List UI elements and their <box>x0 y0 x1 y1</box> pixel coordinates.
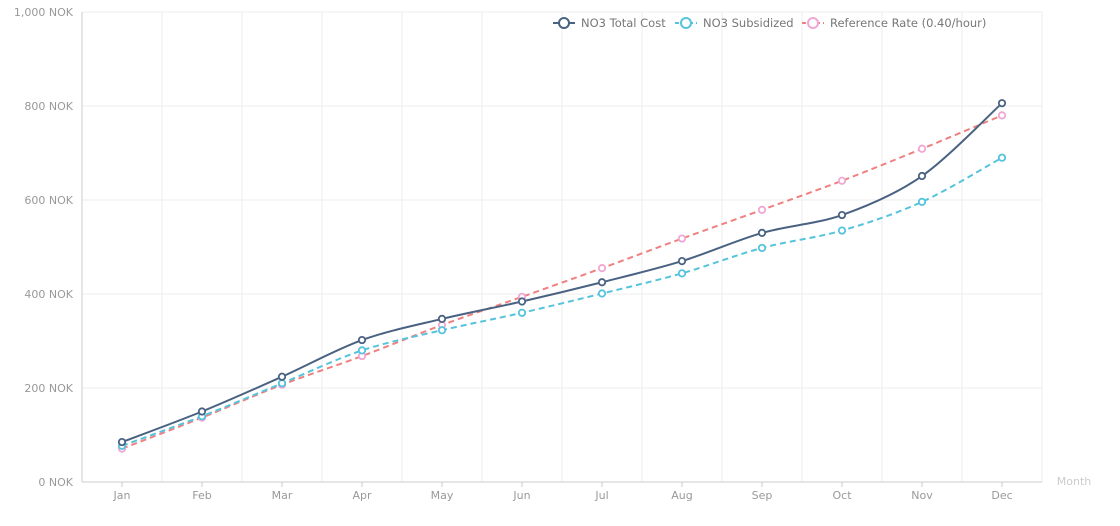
data-point <box>517 308 527 317</box>
data-point <box>757 205 767 214</box>
x-tick-label: Jun <box>512 489 530 502</box>
series-layer <box>117 99 1007 453</box>
data-point <box>197 407 207 416</box>
x-tick-label: Apr <box>352 489 372 502</box>
legend-label: Reference Rate (0.40/hour) <box>830 16 986 30</box>
x-tick-label: Sep <box>752 489 773 502</box>
data-point <box>837 210 847 220</box>
data-point <box>917 197 927 206</box>
legend-label: NO3 Total Cost <box>581 16 666 30</box>
x-tick-label: May <box>431 489 454 502</box>
data-point <box>997 111 1007 120</box>
data-point <box>277 372 287 381</box>
data-point <box>597 278 607 287</box>
data-point <box>837 176 847 185</box>
legend-label: NO3 Subsidized <box>703 16 794 30</box>
data-point <box>917 144 927 153</box>
grid <box>81 11 1043 483</box>
data-point <box>437 314 447 324</box>
y-tick-label: 600 NOK <box>24 194 73 207</box>
x-tick-label: Jul <box>594 489 608 502</box>
x-tick-label: Nov <box>911 489 933 502</box>
x-tick-label: Oct <box>832 489 852 502</box>
data-point <box>757 243 767 253</box>
legend-swatch-marker <box>680 17 692 29</box>
legend-item[interactable]: NO3 Subsidized <box>675 16 794 30</box>
data-point <box>437 326 447 335</box>
y-tick-label: 200 NOK <box>24 382 73 395</box>
x-axis-label: Month <box>1057 475 1092 488</box>
y-tick-label: 800 NOK <box>24 100 73 113</box>
data-point <box>997 153 1007 162</box>
x-tick-label: Dec <box>991 489 1012 502</box>
series-line-2 <box>121 156 1003 447</box>
legend-swatch-marker <box>558 17 570 29</box>
data-point <box>677 269 687 278</box>
legend-item[interactable]: Reference Rate (0.40/hour) <box>802 16 986 30</box>
data-point <box>837 226 847 235</box>
data-point <box>677 256 687 266</box>
series-line-3 <box>121 114 1003 450</box>
data-point <box>117 437 127 447</box>
legend-item[interactable]: NO3 Total Cost <box>553 16 666 30</box>
data-point <box>997 99 1007 108</box>
data-point <box>597 289 607 298</box>
data-point <box>917 171 927 181</box>
legend-swatch-marker <box>807 17 819 29</box>
data-point <box>677 234 687 243</box>
data-point <box>517 297 527 306</box>
x-tick-label: Jan <box>113 489 131 502</box>
legend[interactable]: NO3 Total Cost NO3 Subsidized Reference Ra… <box>553 16 986 30</box>
y-tick-label: 0 NOK <box>38 476 73 489</box>
x-tick-label: Aug <box>671 489 692 502</box>
data-point <box>597 264 607 273</box>
data-point <box>277 379 287 388</box>
y-tick-label: 400 NOK <box>24 288 73 301</box>
data-point <box>757 228 767 237</box>
data-point <box>357 346 367 355</box>
axes: 0 NOK 200 NOK 400 NOK 600 NOK 800 NOK 1,000 N… <box>14 6 1042 502</box>
data-point <box>357 335 367 345</box>
series-line-1 <box>121 102 1003 443</box>
x-tick-label: Feb <box>192 489 211 502</box>
y-tick-label: 1,000 NOK <box>14 6 74 19</box>
x-tick-label: Mar <box>272 489 293 502</box>
